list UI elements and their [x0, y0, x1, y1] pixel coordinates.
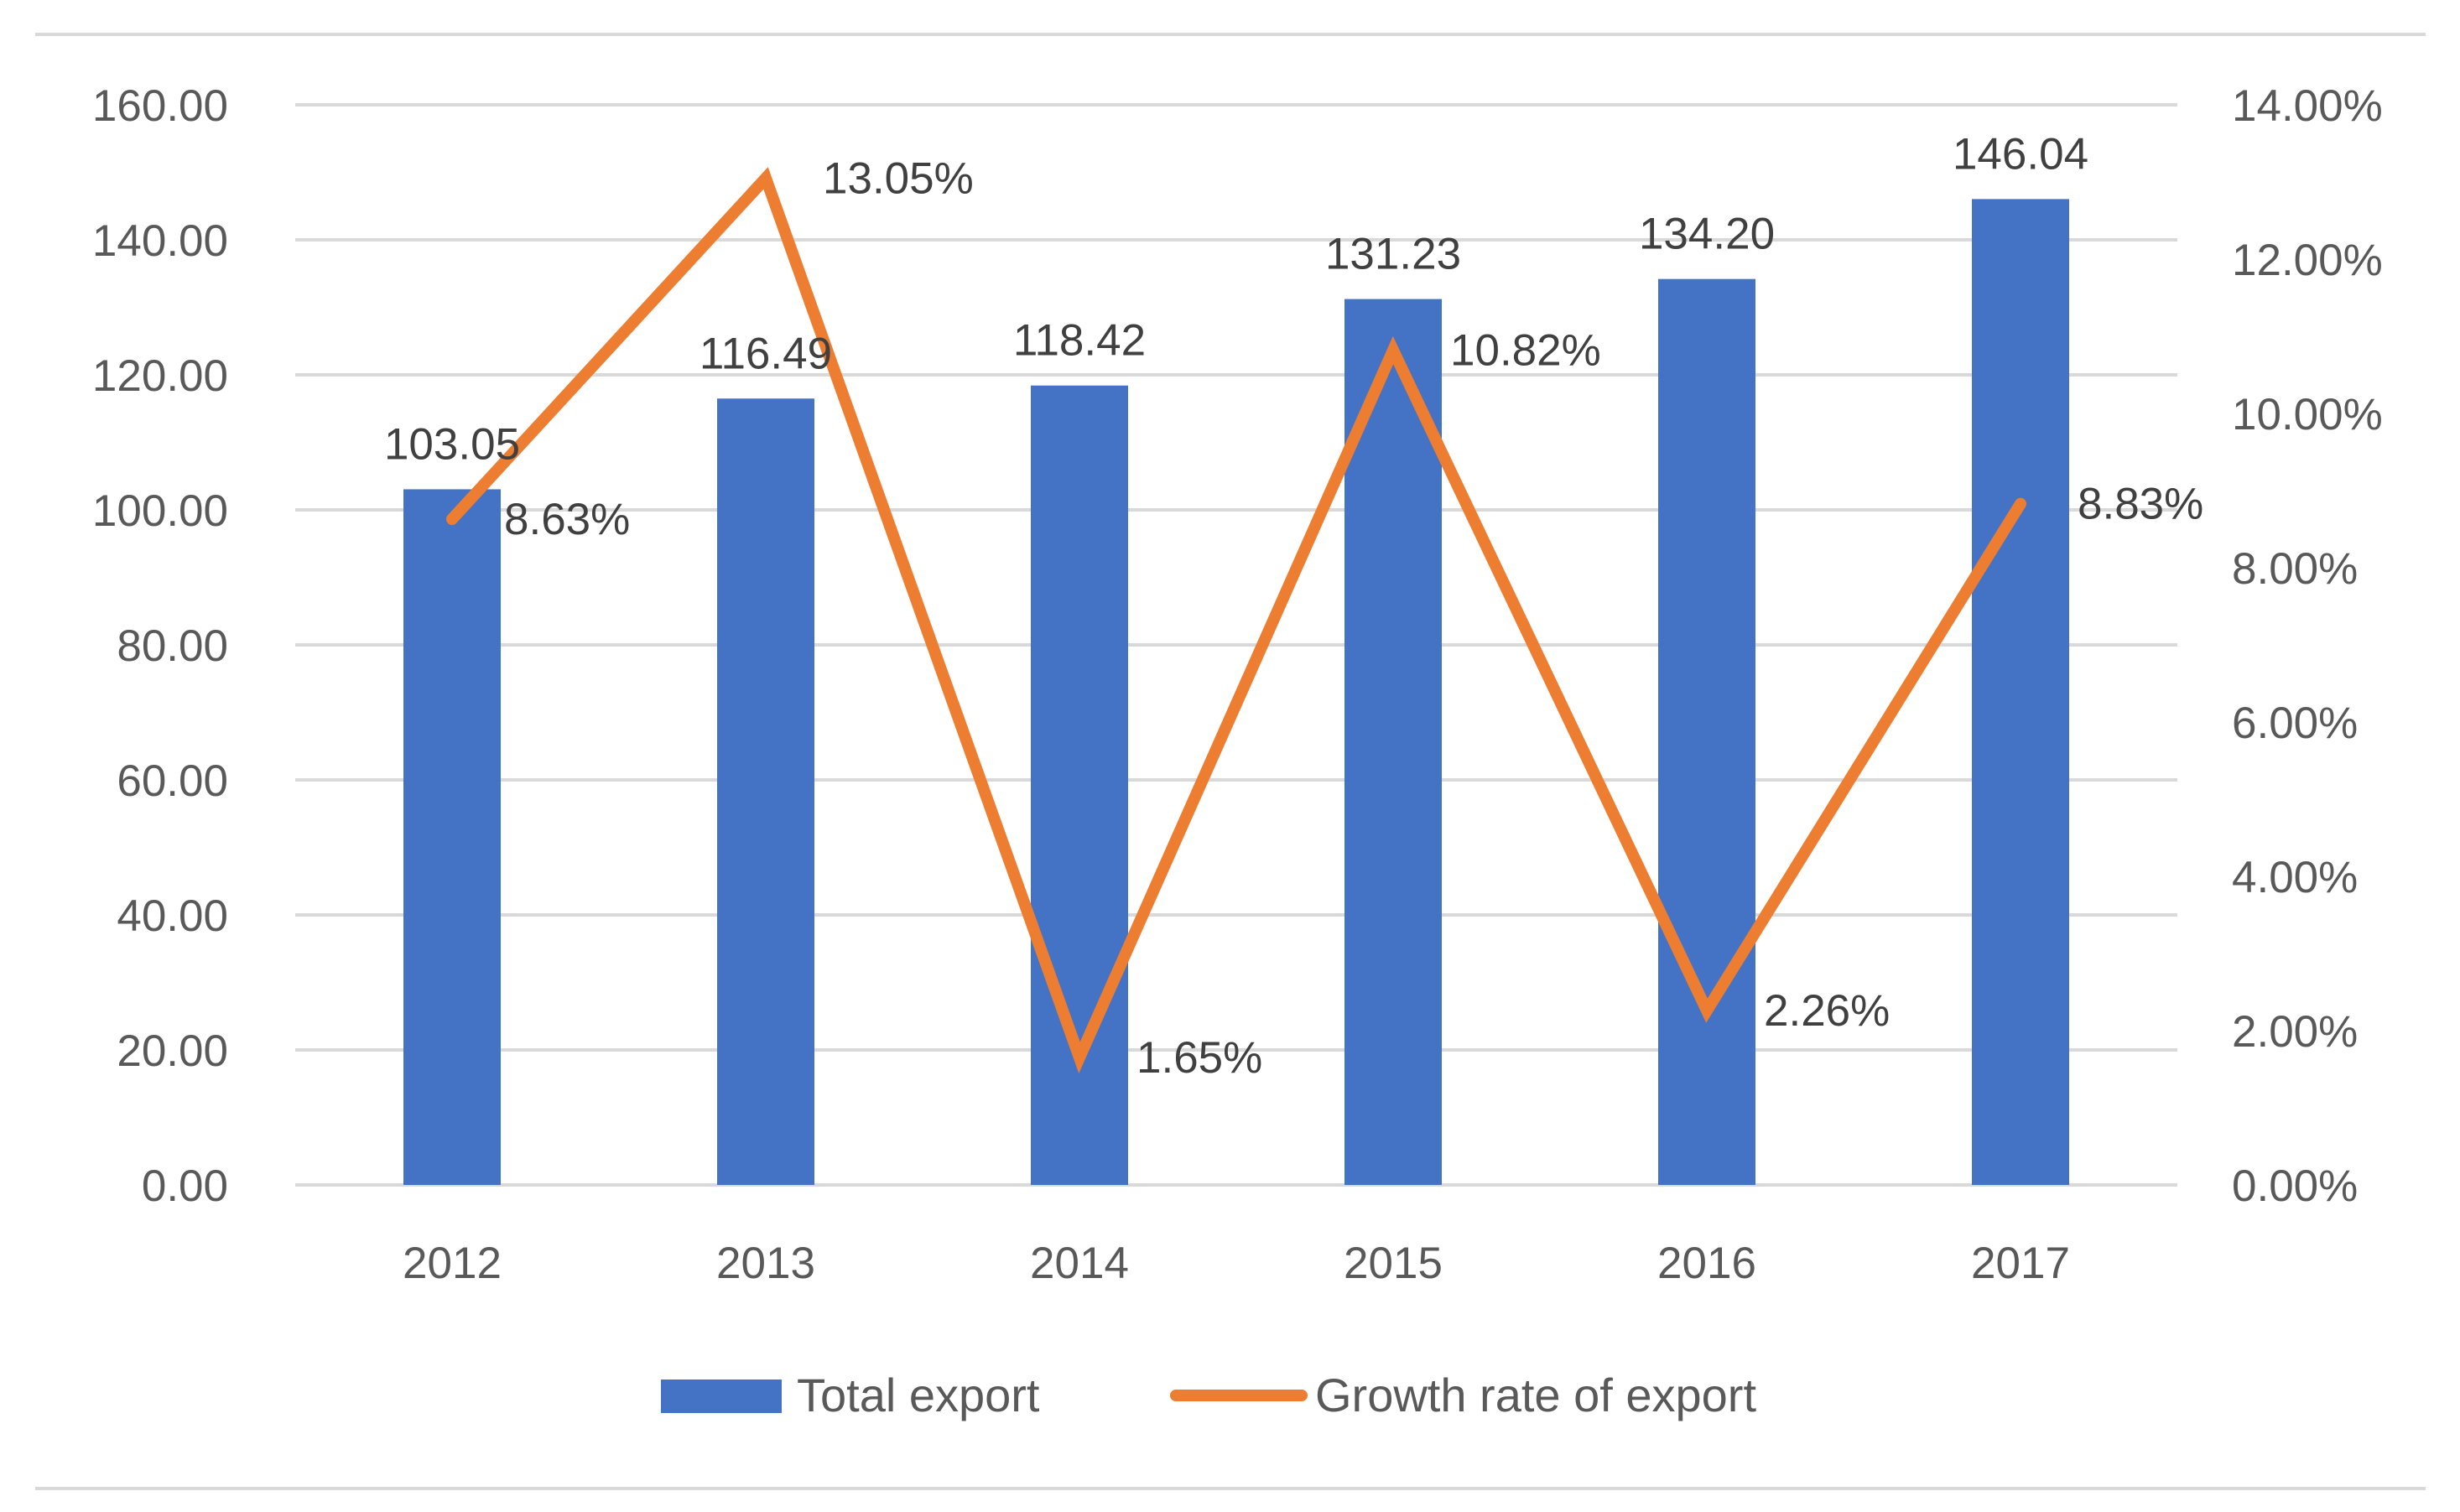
bar — [1344, 299, 1442, 1185]
line-data-label: 8.83% — [2078, 480, 2203, 529]
left-axis-tick-label: 80.00 — [117, 621, 228, 671]
x-axis-tick-label: 2013 — [716, 1239, 815, 1288]
right-axis-tick-label: 6.00% — [2232, 699, 2358, 748]
line-data-label: 8.63% — [504, 495, 630, 544]
left-axis-tick-label: 20.00 — [117, 1026, 228, 1076]
right-axis-tick-label: 8.00% — [2232, 544, 2358, 594]
x-axis: 2012 2013 2014 2015 2016 2017 — [403, 1239, 2070, 1288]
x-axis-tick-label: 2012 — [403, 1239, 502, 1288]
left-axis-tick-label: 140.00 — [92, 216, 228, 266]
bar-data-label: 116.49 — [700, 329, 832, 378]
x-axis-tick-label: 2015 — [1344, 1239, 1443, 1288]
x-axis-tick-label: 2014 — [1030, 1239, 1129, 1288]
left-axis: 0.00 20.00 40.00 60.00 80.00 100.00 120.00 140.… — [92, 81, 228, 1211]
right-axis-tick-label: 12.00% — [2232, 236, 2383, 285]
line-data-labels: 8.63% 13.05% 1.65% 10.82% 2.26% 8.83% — [504, 153, 2203, 1083]
right-axis-tick-label: 4.00% — [2232, 853, 2358, 902]
left-axis-tick-label: 60.00 — [117, 756, 228, 806]
line-data-label: 1.65% — [1136, 1033, 1262, 1083]
right-axis: 0.00% 2.00% 4.00% 6.00% 8.00% 10.00% 12.00% 14.… — [2232, 81, 2383, 1211]
right-axis-tick-label: 10.00% — [2232, 390, 2383, 439]
right-axis-tick-label: 14.00% — [2232, 81, 2383, 131]
line-data-label: 2.26% — [1764, 986, 1890, 1036]
line-series — [446, 167, 2026, 1074]
bar-data-label: 134.20 — [1639, 210, 1775, 259]
bar — [403, 489, 501, 1185]
legend-swatch-total-export — [661, 1380, 782, 1413]
x-axis-tick-label: 2017 — [1971, 1239, 2070, 1288]
bar-data-label: 131.23 — [1325, 230, 1461, 279]
legend-label-total-export: Total export — [797, 1369, 1040, 1421]
line-data-label: 10.82% — [1450, 326, 1601, 376]
bar-data-label: 146.04 — [1953, 129, 2088, 179]
left-axis-tick-label: 160.00 — [92, 81, 228, 131]
legend: Total export Growth rate of export — [661, 1369, 1756, 1421]
right-axis-tick-label: 2.00% — [2232, 1007, 2358, 1057]
right-axis-tick-label: 0.00% — [2232, 1161, 2358, 1211]
bar — [1658, 278, 1755, 1186]
left-axis-tick-label: 120.00 — [92, 351, 228, 401]
x-axis-tick-label: 2016 — [1657, 1239, 1756, 1288]
bar-data-labels: 103.05 116.49 118.42 131.23 134.20 146.04 — [384, 129, 2088, 469]
legend-label-growth-rate: Growth rate of export — [1315, 1369, 1756, 1421]
left-axis-tick-label: 0.00 — [142, 1161, 228, 1211]
line-data-label: 13.05% — [823, 153, 974, 203]
bar — [1972, 199, 2069, 1185]
left-axis-tick-label: 40.00 — [117, 891, 228, 941]
growth-rate-line — [446, 167, 2026, 1074]
bar — [717, 398, 814, 1185]
bar-data-label: 118.42 — [1013, 316, 1146, 366]
left-axis-tick-label: 100.00 — [92, 486, 228, 536]
gridlines — [295, 103, 2177, 1187]
bar-series — [403, 199, 2069, 1186]
bar-data-label: 103.05 — [384, 419, 520, 469]
